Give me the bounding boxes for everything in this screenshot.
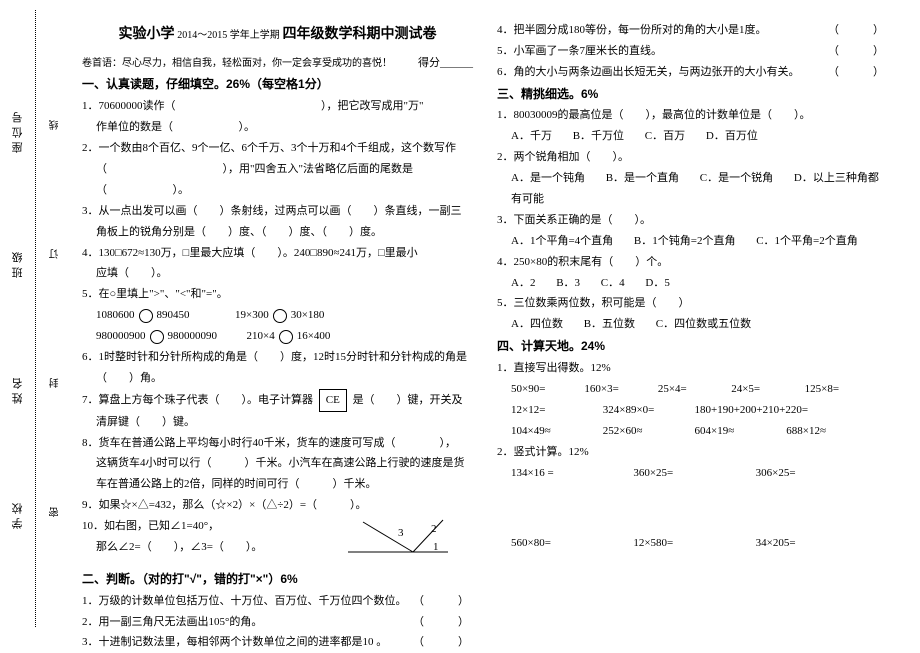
s3q5-opts: A．四位数 B．五位数 C．四位数或五位数	[497, 314, 888, 335]
binding-marks: 密 封 订 线	[48, 60, 63, 577]
q1-line2: 作单位的数是（ ）。	[82, 117, 473, 138]
score-label: 得分______	[418, 53, 473, 74]
q4-line2: 应填（ ）。	[82, 263, 473, 284]
s3q3-opts: A．1个平角=4个直角 B．1个钝角=2个直角 C．1个平角=2个直角	[497, 231, 888, 252]
calc-row1: 50×90= 160×3= 25×4= 24×5= 125×8=	[497, 379, 888, 400]
q7-line2: 清屏键（ ）键。	[82, 412, 473, 433]
circle-blank	[279, 330, 293, 344]
label-school: 学校	[10, 499, 26, 529]
calc-row2: 12×12= 324×89×0= 180+190+200+210+220=	[497, 400, 888, 421]
dotted-line	[35, 10, 36, 627]
s3q3: 3．下面关系正确的是（ ）。	[497, 210, 888, 231]
exam-title: 四年级数学科期中测试卷	[283, 25, 437, 41]
s2q2: 2．用一副三角尺无法画出105°的角。（ ）	[82, 612, 473, 633]
vertical-row1: 134×16 = 360×25= 306×25=	[497, 463, 888, 484]
s2q4: 4．把半圆分成180等份，每一份所对的角的大小是1度。（ ）	[497, 20, 888, 41]
q6-line2: （ ）角。	[82, 368, 473, 389]
angle-svg: 3 2 1	[343, 516, 453, 562]
q1: 1．70600000读作（ ），把它改写成用"万"	[82, 96, 473, 117]
s2q3: 3．十进制记数法里，每相邻两个计数单位之间的进率都是10 。（ ）	[82, 632, 473, 653]
left-column: 实验小学 2014～2015 学年上学期 四年级数学科期中测试卷 卷首语：尽心尽…	[70, 20, 485, 627]
section4-head: 四、计算天地。24%	[497, 335, 888, 358]
q2: 2．一个数由8个百亿、9个一亿、6个千万、3个十万和4个千组成，这个数写作	[82, 138, 473, 159]
q4: 4．130□672≈130万，□里最大应填（ ）。240□890≈241万，□里…	[82, 243, 473, 264]
mark-mi: 密	[48, 507, 63, 517]
label-name: 姓名	[10, 374, 26, 404]
q2-line3: （ ）。	[82, 180, 473, 201]
s4sub2: 2．竖式计算。12%	[497, 442, 888, 463]
section1-head: 一、认真读题，仔细填空。26%（每空格1分）	[82, 73, 473, 96]
exam-page: 学校 姓名 班级 座位号 密 封 订 线 实验小学 2014～2015 学年上学…	[0, 0, 920, 637]
circle-blank	[139, 309, 153, 323]
section3-head: 三、精挑细选。6%	[497, 83, 888, 106]
q6: 6．1时整时针和分针所构成的角是（ ）度，12时15分时针和分针构成的角是	[82, 347, 473, 368]
angle-diagram: 3 2 1	[343, 516, 453, 570]
binding-margin: 学校 姓名 班级 座位号 密 封 订 线	[0, 0, 70, 637]
svg-text:1: 1	[433, 541, 439, 553]
s2q1: 1．万级的计数单位包括万位、十万位、百万位、千万位四个数位。（ ）	[82, 591, 473, 612]
s3q2: 2．两个锐角相加（ ）。	[497, 147, 888, 168]
circle-blank	[273, 309, 287, 323]
svg-text:3: 3	[398, 527, 404, 539]
svg-text:2: 2	[431, 523, 437, 535]
s2q6: 6．角的大小与两条边画出长短无关，与两边张开的大小有关。（ ）	[497, 62, 888, 83]
q8-line2: 这辆货车4小时可以行（ ）千米。小汽车在高速公路上行驶的速度是货	[82, 453, 473, 474]
calc-row3: 104×49≈ 252×60≈ 604×19≈ 688×12≈	[497, 421, 888, 442]
q7: 7．算盘上方每个珠子代表（ ）。电子计算器 CE 是（ ）键，开关及	[82, 389, 473, 412]
q5: 5．在○里填上">"、"<"和"="。	[82, 284, 473, 305]
q3-line2: 角板上的锐角分别是（ ）度、（ ）度、（ ）度。	[82, 222, 473, 243]
section2-head: 二、判断。（对的打"√"，错的打"×"）6%	[82, 568, 473, 591]
mark-xian: 线	[48, 120, 63, 130]
title-row: 实验小学 2014～2015 学年上学期 四年级数学科期中测试卷	[82, 20, 473, 47]
circle-blank	[150, 330, 164, 344]
vertical-row2: 560×80= 12×580= 34×205=	[497, 533, 888, 554]
binding-labels: 学校 姓名 班级 座位号	[10, 60, 26, 577]
s3q1: 1．80030009的最高位是（ ），最高位的计数单位是（ ）。	[497, 105, 888, 126]
s3q5: 5．三位数乘两位数，积可能是（ ）	[497, 293, 888, 314]
q9: 9．如果☆×△=432，那么（☆×2）×（△÷2）=（ ）。	[82, 495, 473, 516]
year-term: 2014～2015 学年上学期	[177, 30, 280, 41]
ce-key-box: CE	[319, 389, 347, 412]
mark-feng: 封	[48, 378, 63, 388]
q2-line2: （ ），用"四舍五入"法省略亿后面的尾数是	[82, 159, 473, 180]
s3q4-opts: A．2 B．3 C．4 D．5	[497, 273, 888, 294]
q3: 3．从一点出发可以画（ ）条射线，过两点可以画（ ）条直线，一副三	[82, 201, 473, 222]
label-class: 班级	[10, 248, 26, 278]
q8-line3: 车在普通公路上的2倍，同样的时间可行（ ）千米。	[82, 474, 473, 495]
mark-ding: 订	[48, 249, 63, 259]
content-columns: 实验小学 2014～2015 学年上学期 四年级数学科期中测试卷 卷首语：尽心尽…	[70, 0, 920, 637]
label-seat: 座位号	[10, 108, 26, 153]
s3q4: 4．250×80的积末尾有（ ）个。	[497, 252, 888, 273]
s2q5: 5．小军画了一条7厘米长的直线。（ ）	[497, 41, 888, 62]
q10: 10．如右图，已知∠1=40°， 3 2 1	[82, 516, 473, 537]
q8: 8．货车在普通公路上平均每小时行40千米，货车的速度可写成（ ），	[82, 433, 473, 454]
motto-text: 卷首语：尽心尽力，相信自我，轻松面对，你一定会享受成功的喜悦！	[82, 58, 392, 69]
motto-row: 卷首语：尽心尽力，相信自我，轻松面对，你一定会享受成功的喜悦！ 得分______	[82, 53, 473, 74]
s3q1-opts: A．千万 B．千万位 C．百万 D．百万位	[497, 126, 888, 147]
s3q2-opts: A．是一个钝角 B．是一个直角 C．是一个锐角 D．以上三种角都有可能	[497, 168, 888, 210]
s4sub1: 1．直接写出得数。12%	[497, 358, 888, 379]
school-name: 实验小学	[119, 25, 175, 41]
right-column: 4．把半圆分成180等份，每一份所对的角的大小是1度。（ ） 5．小军画了一条7…	[485, 20, 900, 627]
q5-row1: 1080600890450 19×30030×180	[82, 305, 473, 326]
q5-row2: 980000900980000090 210×416×400	[82, 326, 473, 347]
